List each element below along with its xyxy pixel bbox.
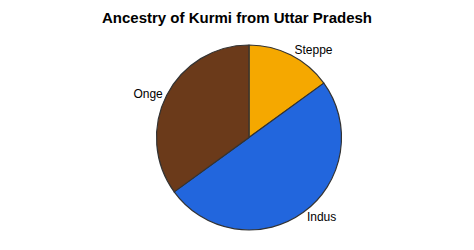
- svg-text:Indus: Indus: [307, 210, 336, 224]
- svg-text:Onge: Onge: [133, 87, 163, 101]
- svg-text:Ancestry of Kurmi from Uttar P: Ancestry of Kurmi from Uttar Pradesh: [102, 9, 372, 26]
- svg-text:Steppe: Steppe: [294, 43, 332, 57]
